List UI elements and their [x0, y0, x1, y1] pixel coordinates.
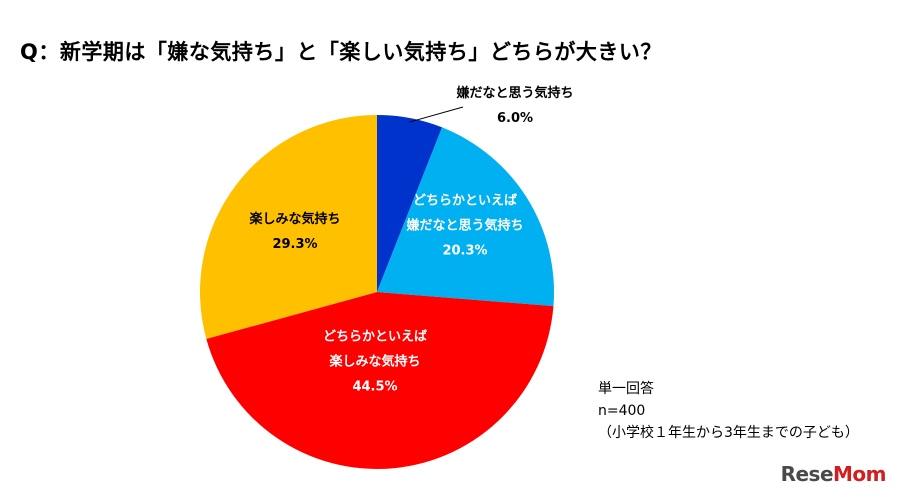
note-target: （小学校１年生から3年生までの子ども）: [598, 425, 859, 441]
note-answer-type: 単一回答: [598, 381, 654, 397]
pie-slices: [200, 115, 554, 470]
slice-docchika-iya-label: どちらかといえば: [413, 194, 517, 209]
slice-docchika-iya-label: 嫌だなと思う気持ち: [405, 218, 523, 234]
survey-notes: 単一回答 n=400 （小学校１年生から3年生までの子ども）: [598, 378, 859, 444]
slice-tanoshimi-value-label: 29.3%: [272, 237, 317, 252]
leader-line: [409, 106, 464, 123]
slice-docchika-tanoshimi-value-label: 44.5%: [352, 380, 397, 395]
slice-docchika-iya: [377, 127, 554, 307]
note-sample-size: n=400: [598, 403, 646, 419]
slice-iya: [377, 115, 443, 292]
resemom-logo: ReseMom: [780, 462, 887, 486]
slice-docchika-tanoshimi-label: どちらかといえば: [323, 330, 427, 345]
slice-tanoshimi: [200, 115, 377, 339]
pie-labels: 嫌だなと思う気持ち6.0%どちらかといえば嫌だなと思う気持ち20.3%どちらかと…: [248, 85, 573, 395]
slice-docchika-iya-value-label: 20.3%: [442, 244, 487, 259]
slice-iya-label: 嫌だなと思う気持ち: [455, 85, 573, 101]
slice-docchika-tanoshimi: [206, 292, 554, 470]
slice-iya-value-label: 6.0%: [497, 111, 533, 126]
slice-tanoshimi-label: 楽しみな気持ち: [248, 211, 340, 227]
chart-title: Q：新学期は「嫌な気持ち」と「楽しい気持ち」どちらが大きい？: [20, 40, 662, 64]
slice-docchika-tanoshimi-label: 楽しみな気持ち: [328, 354, 420, 370]
